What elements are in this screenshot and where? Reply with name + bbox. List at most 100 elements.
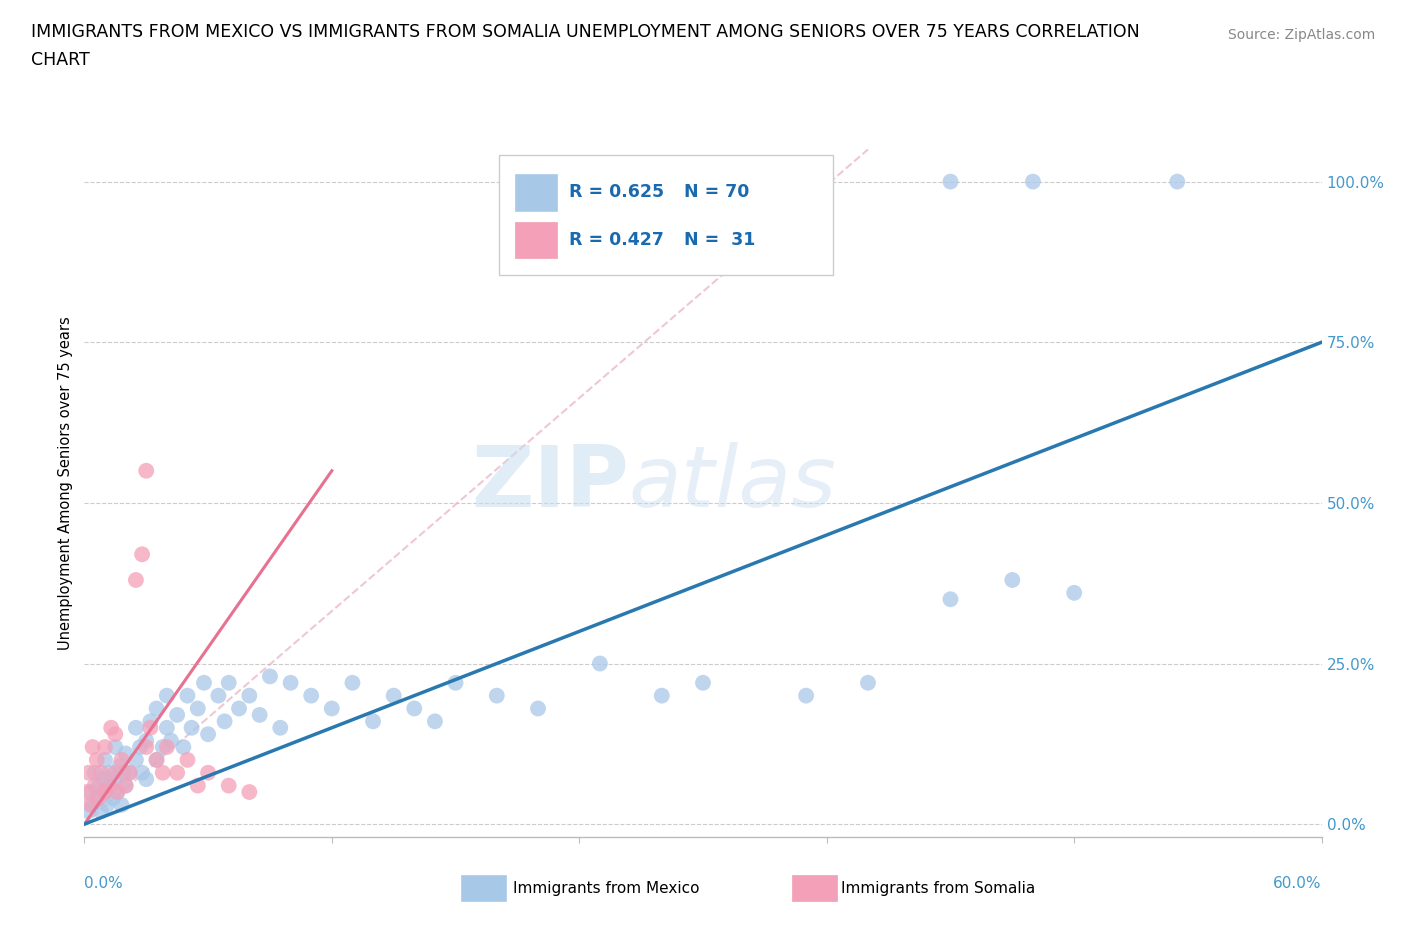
Point bbox=[238, 785, 260, 800]
Text: R = 0.427: R = 0.427 bbox=[569, 231, 664, 249]
Point bbox=[156, 721, 179, 736]
Point bbox=[83, 765, 105, 780]
Point bbox=[77, 765, 100, 780]
Point bbox=[86, 791, 108, 806]
Point bbox=[176, 688, 198, 703]
Point bbox=[939, 174, 962, 189]
FancyBboxPatch shape bbox=[515, 174, 557, 211]
Point bbox=[249, 708, 271, 723]
Point bbox=[96, 797, 118, 812]
Point bbox=[90, 765, 112, 780]
Point bbox=[321, 701, 343, 716]
FancyBboxPatch shape bbox=[461, 875, 506, 901]
Point bbox=[77, 804, 100, 818]
Point bbox=[651, 688, 673, 703]
Point bbox=[166, 708, 188, 723]
Point bbox=[110, 797, 132, 812]
Point bbox=[90, 804, 112, 818]
Point bbox=[382, 688, 405, 703]
Point bbox=[87, 791, 110, 806]
Point bbox=[299, 688, 322, 703]
Point bbox=[94, 752, 117, 767]
Point bbox=[91, 772, 114, 787]
Text: Immigrants from Somalia: Immigrants from Somalia bbox=[841, 881, 1035, 896]
Point bbox=[86, 752, 108, 767]
Point bbox=[103, 791, 125, 806]
Point bbox=[589, 656, 612, 671]
Text: IMMIGRANTS FROM MEXICO VS IMMIGRANTS FROM SOMALIA UNEMPLOYMENT AMONG SENIORS OVE: IMMIGRANTS FROM MEXICO VS IMMIGRANTS FRO… bbox=[31, 23, 1140, 41]
Point bbox=[112, 765, 135, 780]
Text: Immigrants from Mexico: Immigrants from Mexico bbox=[513, 881, 700, 896]
Y-axis label: Unemployment Among Seniors over 75 years: Unemployment Among Seniors over 75 years bbox=[58, 317, 73, 650]
Point bbox=[1063, 585, 1085, 600]
Point bbox=[131, 547, 153, 562]
Point bbox=[125, 752, 148, 767]
Text: 0.0%: 0.0% bbox=[84, 876, 124, 891]
Point bbox=[118, 765, 141, 780]
Text: N = 70: N = 70 bbox=[685, 183, 749, 202]
Point bbox=[166, 765, 188, 780]
Point bbox=[139, 721, 162, 736]
Point bbox=[1001, 573, 1024, 588]
Text: atlas: atlas bbox=[628, 442, 837, 525]
Text: 60.0%: 60.0% bbox=[1274, 876, 1322, 891]
Point bbox=[105, 785, 128, 800]
Point bbox=[404, 701, 426, 716]
Point bbox=[342, 675, 364, 690]
Point bbox=[444, 675, 467, 690]
Point bbox=[83, 778, 105, 793]
Point bbox=[94, 739, 117, 754]
Point bbox=[125, 721, 148, 736]
Point bbox=[139, 714, 162, 729]
Point bbox=[104, 765, 127, 780]
Point bbox=[218, 675, 240, 690]
Point bbox=[156, 739, 179, 754]
Point bbox=[135, 739, 157, 754]
Point bbox=[108, 759, 131, 774]
Point bbox=[187, 701, 209, 716]
Point bbox=[228, 701, 250, 716]
Point bbox=[94, 785, 117, 800]
Point bbox=[75, 785, 97, 800]
Point bbox=[156, 688, 179, 703]
Point bbox=[527, 701, 550, 716]
Text: ZIP: ZIP bbox=[471, 442, 628, 525]
Text: R = 0.625: R = 0.625 bbox=[569, 183, 665, 202]
Point bbox=[193, 675, 215, 690]
Point bbox=[104, 772, 127, 787]
Point bbox=[145, 752, 167, 767]
Point bbox=[485, 688, 508, 703]
Point bbox=[1166, 174, 1188, 189]
Point bbox=[794, 688, 817, 703]
Point bbox=[79, 797, 101, 812]
Point bbox=[214, 714, 236, 729]
Point bbox=[280, 675, 302, 690]
Point bbox=[939, 591, 962, 606]
Point bbox=[129, 739, 152, 754]
Point bbox=[114, 778, 136, 793]
Point bbox=[105, 785, 128, 800]
Point bbox=[114, 778, 136, 793]
Point bbox=[259, 669, 281, 684]
Point bbox=[135, 463, 157, 478]
Point bbox=[218, 778, 240, 793]
Point bbox=[98, 765, 121, 780]
Point bbox=[79, 785, 101, 800]
Text: N =  31: N = 31 bbox=[685, 231, 756, 249]
Point bbox=[187, 778, 209, 793]
Point bbox=[238, 688, 260, 703]
Point bbox=[692, 675, 714, 690]
Point bbox=[131, 765, 153, 780]
Text: Source: ZipAtlas.com: Source: ZipAtlas.com bbox=[1227, 28, 1375, 42]
Point bbox=[361, 714, 384, 729]
Point bbox=[135, 772, 157, 787]
Point bbox=[114, 746, 136, 761]
Text: CHART: CHART bbox=[31, 51, 90, 69]
Point bbox=[100, 778, 122, 793]
Point bbox=[125, 573, 148, 588]
FancyBboxPatch shape bbox=[499, 155, 832, 275]
FancyBboxPatch shape bbox=[515, 221, 557, 259]
Point bbox=[152, 739, 174, 754]
Point bbox=[87, 778, 110, 793]
Point bbox=[160, 733, 183, 748]
